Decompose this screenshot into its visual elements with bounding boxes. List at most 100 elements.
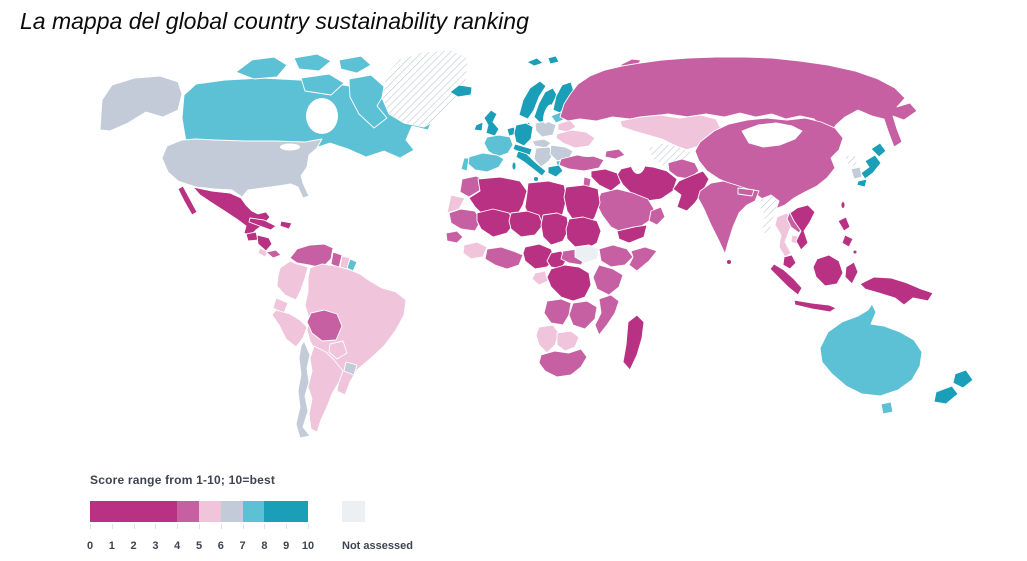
country-sardinia [511,161,517,171]
country-uk [483,109,500,137]
country-south-sudan [574,244,600,264]
country-costa-rica [257,247,269,258]
country-canada-arctic-baffin [348,74,388,129]
country-angola [543,298,572,326]
legend-tickmark-8 [264,524,266,529]
legend-title: Score range from 1-10; 10=best [90,473,276,487]
legend-tickmark-5 [199,524,200,529]
legend-tickmark-3 [155,524,157,529]
legend-tick-5: 5 [195,540,203,552]
country-switzerland-austria [512,143,533,156]
country-south-korea [850,166,863,180]
country-italy [515,150,547,177]
country-colombia [276,260,309,301]
country-japan-hokkaido [870,142,887,158]
country-chile [295,340,311,439]
country-iran [616,164,678,202]
country-australia [819,303,923,397]
country-portugal [460,157,470,172]
legend-tick-0: 0 [86,540,94,552]
legend-tick-2: 2 [130,540,137,552]
country-guinea [462,241,488,260]
country-venezuela [289,243,334,269]
legend-tick-9: 9 [283,540,290,552]
country-western-sahara [446,194,466,214]
country-norway [518,80,547,120]
country-guatemala [245,231,259,242]
country-greece [547,164,564,178]
country-sicily [533,176,539,182]
country-hungary-balkans [533,146,555,168]
legend-tick-8: 8 [261,540,268,552]
great-lakes [280,143,300,151]
country-indonesia-sumatra [769,263,803,296]
country-ivory-ghana [484,246,524,270]
legend-color-scale [90,501,308,522]
country-kenya-tanzania [592,264,624,296]
country-hispaniola [279,220,293,230]
legend-segment-4-5 [177,501,199,522]
country-mexico [192,186,271,237]
legend-tickmark-7 [242,524,244,529]
legend-tick-6: 6 [217,540,224,552]
caspian-sea [630,146,646,174]
country-niger [508,210,544,238]
legend-tickmark-4 [177,524,179,529]
country-svalbard-1 [526,57,544,67]
country-svalbard-2 [547,55,560,65]
country-north-korea [844,152,858,168]
country-bolivia [306,309,343,342]
country-honduras-nicaragua [256,234,273,252]
country-sri-lanka [726,259,732,265]
country-spain [466,152,505,173]
country-sulawesi [844,261,859,285]
country-tasmania [880,401,894,415]
country-nigeria [522,243,556,270]
legend-tick-1: 1 [108,540,115,552]
country-south-africa [538,348,588,378]
legend-tick-labels: 0 1 2 3 4 5 6 7 8 9 10 [86,540,330,554]
baltic-sea [543,104,553,124]
country-mauritania [448,208,482,232]
country-taiwan [840,201,846,209]
country-finland [552,81,575,114]
country-saudi-arabia [595,188,655,234]
country-nepal [737,187,755,197]
country-new-zealand-south [933,385,959,405]
black-sea [575,147,601,157]
country-zambia-zimbabwe [568,300,598,330]
country-canada-arctic-2 [293,53,332,72]
country-dr-congo [546,264,592,302]
country-somalia [628,246,658,272]
country-argentina [307,345,344,433]
legend-tick-7: 7 [239,540,246,552]
country-new-guinea [859,276,934,306]
country-panama [265,249,282,259]
legend-tickmarks [90,524,320,530]
legend-tick-10: 10 [301,540,315,552]
hudson-bay [306,98,338,134]
country-alaska [99,75,183,132]
country-namibia [535,324,560,354]
country-canada-arctic-3 [300,73,345,96]
country-canada-arctic-4 [338,55,372,74]
country-yemen [616,224,648,244]
country-caucasus [604,148,626,160]
country-senegal [445,230,464,244]
country-ethiopia [598,244,634,268]
country-mongolia [741,122,803,148]
legend-segment-5-6 [198,501,221,522]
country-chad [540,212,570,246]
legend-tickmark-2 [133,524,135,529]
country-philippines-1 [837,216,851,232]
legend-tick-4: 4 [174,540,181,552]
country-madagascar [622,314,645,371]
country-philippines-2 [841,234,854,248]
legend-segment-0-4 [90,501,178,522]
legend-not-assessed-swatch [342,501,365,522]
page-title: La mappa del global country sustainabili… [20,8,529,34]
country-uruguay [343,361,358,376]
legend-not-assessed-label: Not assessed [342,540,413,552]
